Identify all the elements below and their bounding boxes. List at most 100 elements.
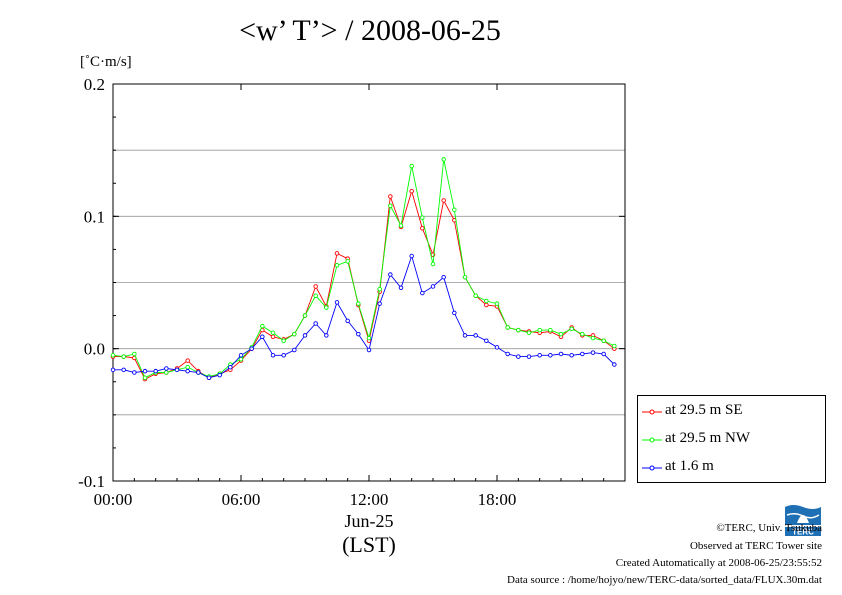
x-tick-label: 12:00 <box>350 490 389 509</box>
series-point-2 <box>174 367 180 373</box>
series-point-2 <box>473 333 478 338</box>
series-point-1 <box>526 330 532 336</box>
series-point-2 <box>334 300 340 305</box>
x-tick-label: 06:00 <box>222 490 261 509</box>
series-point-1 <box>441 157 446 162</box>
series-point-1 <box>270 330 276 336</box>
series-point-2 <box>270 353 276 358</box>
series-point-1 <box>398 223 404 228</box>
series-point-0 <box>313 284 318 289</box>
series-point-2 <box>494 345 500 350</box>
series-point-1 <box>505 325 510 330</box>
series-point-1 <box>377 286 382 292</box>
credit-line-3: Created Automatically at 2008-06-25/23:5… <box>615 557 822 569</box>
legend-swatch-nw <box>642 437 662 443</box>
series-point-2 <box>484 338 489 343</box>
series-point-0 <box>388 194 393 199</box>
series-point-1 <box>356 301 361 306</box>
series-point-2 <box>537 353 542 358</box>
chart-title: <w’ T’> / 2008-06-25 <box>239 14 501 47</box>
series-point-2 <box>516 354 521 359</box>
series-point-2 <box>377 301 382 306</box>
series-point-0 <box>441 198 446 203</box>
credit-line-2: Observed at TERC Tower site <box>689 540 822 552</box>
series-point-2 <box>292 347 297 353</box>
series-point-1 <box>612 343 617 349</box>
series-point-2 <box>398 285 404 291</box>
series-line-1 <box>112 159 615 379</box>
series-point-1 <box>324 305 329 310</box>
legend: at 29.5 m SE at 29.5 m NW at 1.6 m <box>637 395 826 483</box>
x-tick-label: 18:00 <box>478 490 517 509</box>
series-point-1 <box>430 261 436 267</box>
x-date-label: Jun-25 <box>344 511 394 531</box>
series-point-2 <box>206 375 212 381</box>
series-point-1 <box>537 327 542 333</box>
series-point-2 <box>196 370 201 375</box>
series-point-2 <box>121 367 126 373</box>
legend-swatch-se <box>642 409 662 415</box>
series-point-2 <box>260 334 265 340</box>
series-point-1 <box>345 259 350 264</box>
series-point-2 <box>462 333 468 338</box>
legend-swatch-surface <box>642 465 662 471</box>
series-point-2 <box>558 351 564 357</box>
series-point-1 <box>110 353 116 358</box>
terc-logo-icon: TERC <box>783 503 823 537</box>
series-point-2 <box>580 351 585 357</box>
credit-line-4: Data source : /home/hojyo/new/TERC-data/… <box>507 574 822 586</box>
series-point-1 <box>281 338 286 343</box>
series-point-1 <box>484 298 489 304</box>
series-point-2 <box>505 351 510 357</box>
series-point-2 <box>313 321 318 326</box>
series-point-0 <box>484 302 489 308</box>
legend-label-surface: at 1.6 m <box>665 458 714 474</box>
legend-label-se: at 29.5 m SE <box>665 402 743 418</box>
series-point-0 <box>185 358 190 363</box>
series-point-1 <box>238 357 244 362</box>
logo-text: TERC <box>792 528 814 537</box>
series-point-1 <box>132 351 137 357</box>
terc-logo: TERC <box>783 503 823 537</box>
series-point-2 <box>356 331 361 337</box>
series-point-2 <box>601 351 606 357</box>
series-point-1 <box>366 335 372 341</box>
series-point-2 <box>185 368 190 374</box>
series-point-1 <box>420 215 425 220</box>
series-point-1 <box>601 338 606 343</box>
x-timezone-label: (LST) <box>342 532 396 557</box>
y-tick-label: -0.1 <box>78 472 105 491</box>
series-point-2 <box>430 284 436 289</box>
series-point-2 <box>409 253 414 259</box>
series-point-1 <box>142 375 148 381</box>
legend-label-nw: at 29.5 m NW <box>665 430 750 446</box>
series-point-1 <box>185 364 190 370</box>
series-point-1 <box>292 331 297 337</box>
series-point-1 <box>260 323 265 329</box>
series-point-1 <box>452 207 457 212</box>
series-point-1 <box>302 313 308 318</box>
series-point-2 <box>366 347 372 353</box>
series-point-1 <box>548 327 553 333</box>
y-axis-unit-label: [˚C·m/s] <box>80 54 132 70</box>
series-point-1 <box>334 263 340 268</box>
series-point-2 <box>345 318 350 324</box>
series-point-2 <box>420 290 425 296</box>
series-point-2 <box>526 354 532 359</box>
series-point-2 <box>132 370 137 375</box>
series-point-1 <box>473 293 478 298</box>
series-point-2 <box>612 362 617 367</box>
y-tick-label: 0.2 <box>84 75 105 94</box>
series-point-2 <box>548 353 553 358</box>
series-point-2 <box>238 353 244 358</box>
series-point-1 <box>590 335 596 341</box>
series-point-2 <box>110 367 116 373</box>
series-point-0 <box>334 251 340 256</box>
series-point-2 <box>142 368 148 374</box>
series-point-2 <box>441 274 446 280</box>
series-point-1 <box>569 326 574 332</box>
series-point-1 <box>558 331 564 337</box>
series-point-2 <box>164 366 169 371</box>
series-point-2 <box>281 353 286 358</box>
